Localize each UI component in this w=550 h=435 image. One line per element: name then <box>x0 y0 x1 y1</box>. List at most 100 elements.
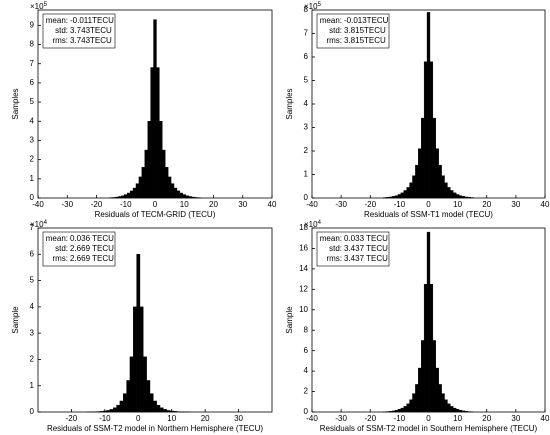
histogram-bar <box>153 400 157 413</box>
y-tick-label: 7 <box>30 223 35 232</box>
histogram-bar <box>159 407 164 413</box>
stats-box <box>316 13 390 49</box>
x-tick-label: 40 <box>541 200 550 209</box>
stats-value: 0.033 TECU <box>344 234 388 243</box>
y-tick-label: 1 <box>30 381 35 390</box>
y-tick-label: 1 <box>304 170 309 179</box>
x-tick-label: 20 <box>201 414 210 423</box>
x-tick-label: 20 <box>482 200 491 209</box>
histogram-bar <box>159 121 163 199</box>
y-tick-label: 9 <box>30 20 35 29</box>
histogram-bar <box>179 192 183 199</box>
y-multiplier-exp: 4 <box>44 220 48 226</box>
y-tick-label: 5 <box>30 97 35 106</box>
y-axis-label: Sample <box>11 306 20 334</box>
histogram-bar <box>400 192 404 199</box>
histogram-bar <box>409 399 413 413</box>
x-tick-label: -10 <box>99 414 111 423</box>
histogram-bar <box>138 176 143 199</box>
x-tick-label: -20 <box>364 414 376 423</box>
x-tick-label: 0 <box>426 200 431 209</box>
histogram-bar <box>119 400 124 413</box>
histogram-bar <box>170 183 175 199</box>
stats-label: rms: <box>52 36 68 45</box>
histogram-bar <box>423 284 428 413</box>
stats-label: std: <box>329 244 342 253</box>
x-axis-label: Residuals of TECM-GRID (TECU) <box>95 210 216 219</box>
x-tick-label: 10 <box>180 200 189 209</box>
x-tick-label: 30 <box>234 414 243 423</box>
y-tick-label: 8 <box>304 325 309 334</box>
histogram-bar <box>447 187 451 199</box>
y-axis-label: Samples <box>11 88 20 119</box>
x-tick-label: 10 <box>453 414 462 423</box>
histogram-bar <box>453 407 457 413</box>
x-tick-label: -10 <box>394 414 406 423</box>
histogram-bar <box>412 175 416 199</box>
histogram-bar <box>136 254 141 413</box>
x-tick-label: 30 <box>238 200 247 209</box>
histogram-bar <box>133 306 137 413</box>
y-tick-label: 12 <box>299 284 308 293</box>
y-tick-label: 0 <box>30 193 35 202</box>
y-axis-label: Samples <box>285 88 294 119</box>
stats-value: 3.815TECU <box>344 36 386 45</box>
x-tick-label: 0 <box>426 414 431 423</box>
x-tick-label: 0 <box>136 414 141 423</box>
y-multiplier-base: ×10 <box>304 220 318 229</box>
histogram-bar <box>143 356 147 413</box>
histogram-bar <box>432 340 436 413</box>
stats-label: std: <box>55 26 68 35</box>
y-tick-label: 2 <box>30 355 35 364</box>
histogram-bar <box>412 393 416 413</box>
histogram-bar <box>441 175 445 199</box>
histogram-bar <box>126 380 131 413</box>
y-tick-label: 4 <box>304 366 309 375</box>
x-tick-label: -20 <box>91 200 103 209</box>
histogram-bar <box>132 187 137 199</box>
x-tick-label: -30 <box>61 200 73 209</box>
x-tick-label: -40 <box>306 414 318 423</box>
y-tick-label: 5 <box>30 276 35 285</box>
y-multiplier: ×104 <box>30 220 48 230</box>
x-tick-label: 40 <box>268 200 277 209</box>
y-tick-label: 4 <box>30 302 35 311</box>
stats-label: mean: <box>46 234 68 243</box>
histogram-bar <box>141 167 145 199</box>
histogram-bar <box>173 187 178 199</box>
stats-box <box>42 13 116 49</box>
histogram-bar <box>426 12 431 199</box>
x-axis-label: Residuals of SSM-T2 model in Southern He… <box>320 424 538 433</box>
y-multiplier-exp: 5 <box>44 2 48 8</box>
y-tick-label: 16 <box>299 244 308 253</box>
stats-label: rms: <box>52 254 68 263</box>
stats-label: std: <box>329 26 342 35</box>
y-tick-label: 3 <box>30 328 35 337</box>
histogram-bar <box>144 149 148 199</box>
histogram-bar <box>450 190 454 199</box>
stats-value: 2.669 TECU <box>70 244 114 253</box>
histogram-bar <box>426 231 431 413</box>
x-tick-label: 0 <box>153 200 158 209</box>
stats-box <box>42 231 116 267</box>
y-multiplier-exp: 5 <box>318 2 322 8</box>
histogram-bar <box>415 384 419 413</box>
histogram-bar <box>429 284 434 413</box>
histogram-bar <box>441 393 445 413</box>
histogram-bar <box>403 406 407 413</box>
histogram-bar <box>165 167 169 199</box>
histogram-bar <box>444 182 448 199</box>
y-tick-label: 0 <box>304 193 309 202</box>
stats-value: -0.011TECU <box>70 16 114 25</box>
histogram-bar <box>116 404 121 413</box>
histogram-bar <box>400 407 404 413</box>
histogram-bar <box>156 404 161 413</box>
x-tick-label: 30 <box>511 414 520 423</box>
x-tick-label: -40 <box>32 200 44 209</box>
histogram-bar <box>135 183 140 199</box>
histogram-bar <box>153 19 157 199</box>
stats-value: 3.437 TECU <box>344 254 388 263</box>
y-tick-label: 6 <box>30 78 35 87</box>
y-tick-label: 0 <box>304 407 309 416</box>
